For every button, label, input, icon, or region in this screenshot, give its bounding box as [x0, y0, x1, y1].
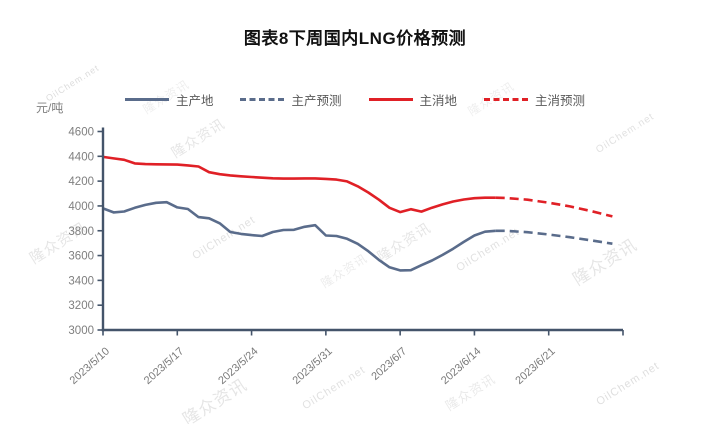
x-tick-label: 2023/6/21 — [513, 345, 557, 387]
x-tick-label: 2023/6/7 — [369, 345, 409, 383]
legend-line-solid-red — [368, 98, 413, 101]
x-tick-label: 2023/5/10 — [68, 345, 112, 387]
series-line — [102, 155, 496, 214]
y-tick-label: 4000 — [68, 201, 94, 213]
y-tick-label: 3600 — [68, 251, 94, 263]
series-line — [102, 200, 496, 272]
legend-line-solid-gray — [124, 98, 169, 101]
y-tick-label: 4600 — [68, 127, 94, 139]
y-tick-label: 3400 — [68, 275, 94, 287]
legend-label: 主产地 — [175, 94, 214, 108]
y-tick-label: 4200 — [68, 176, 94, 188]
y-axis-unit-label: 元/吨 — [36, 101, 64, 115]
y-tick-label: 3800 — [68, 226, 94, 238]
x-tick-label: 2023/6/14 — [439, 345, 483, 387]
legend-item-main-consumption: 主消地 — [368, 90, 458, 109]
x-tick-label: 2023/5/17 — [142, 345, 186, 387]
y-tick-label: 4400 — [68, 151, 94, 163]
legend-item-main-production: 主产地 — [124, 90, 214, 109]
x-tick-label: 2023/5/24 — [216, 345, 260, 387]
series-line — [495, 229, 613, 245]
y-tick-label: 3200 — [68, 300, 94, 312]
chart-title: 图表8下周国内LNG价格预测 — [243, 29, 467, 48]
chart-legend: 主产地 主产预测 主消地 主消预测 — [0, 90, 710, 109]
series-line — [495, 196, 613, 218]
legend-label: 主产预测 — [291, 94, 342, 108]
y-tick-label: 3000 — [68, 325, 94, 337]
legend-label: 主消地 — [419, 94, 458, 108]
legend-line-dashed-red — [484, 98, 529, 101]
legend-label: 主消预测 — [535, 94, 586, 108]
legend-item-main-consumption-forecast: 主消预测 — [484, 90, 585, 109]
legend-line-dashed-gray — [240, 98, 285, 101]
legend-item-main-production-forecast: 主产预测 — [240, 90, 342, 109]
x-tick-label: 2023/5/31 — [290, 345, 334, 387]
